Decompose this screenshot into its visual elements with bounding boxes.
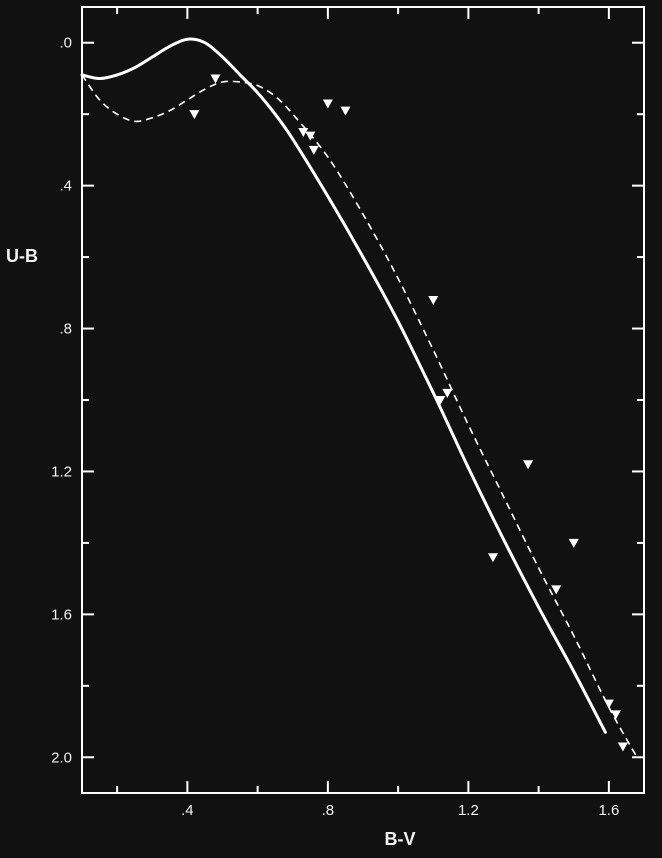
y-tick-label: 1.2 [51, 463, 72, 480]
triangle-marker [340, 106, 351, 116]
triangle-marker [603, 699, 614, 709]
y-tick-label: .4 [59, 178, 72, 195]
x-axis-title: B-V [385, 829, 416, 849]
solid-curve [80, 37, 607, 734]
triangle-marker [435, 396, 446, 405]
triangle-marker [442, 388, 453, 398]
y-tick-label: .0 [59, 35, 72, 52]
y-tick-label: .8 [59, 321, 72, 338]
triangle-marker [551, 585, 562, 595]
x-tick-label: 1.6 [598, 802, 619, 819]
triangle-marker [523, 460, 534, 470]
triangle-marker [487, 553, 498, 563]
triangle-marker [298, 128, 309, 138]
triangle-marker [308, 145, 319, 155]
triangle-marker [568, 538, 579, 548]
x-tick-label: 1.2 [458, 802, 479, 819]
triangle-marker [305, 131, 316, 141]
y-tick-label: 2.0 [51, 749, 72, 766]
triangle-marker [617, 742, 628, 752]
triangle-marker [428, 295, 439, 305]
x-tick-label: .4 [181, 802, 194, 819]
triangle-marker [189, 110, 200, 120]
series-layer [80, 37, 638, 758]
tick-layer: .0 .4 .8 1.2 1.6 2.0 .4 .8 1.2 1.6 [51, 7, 644, 819]
y-tick-label: 1.6 [51, 606, 72, 623]
y-axis-title: U-B [6, 246, 38, 266]
triangle-marker [322, 99, 333, 109]
triangle-marker [610, 710, 621, 720]
dashed-curve [81, 74, 638, 758]
x-tick-label: .8 [322, 802, 335, 819]
triangle-marker [210, 74, 221, 84]
